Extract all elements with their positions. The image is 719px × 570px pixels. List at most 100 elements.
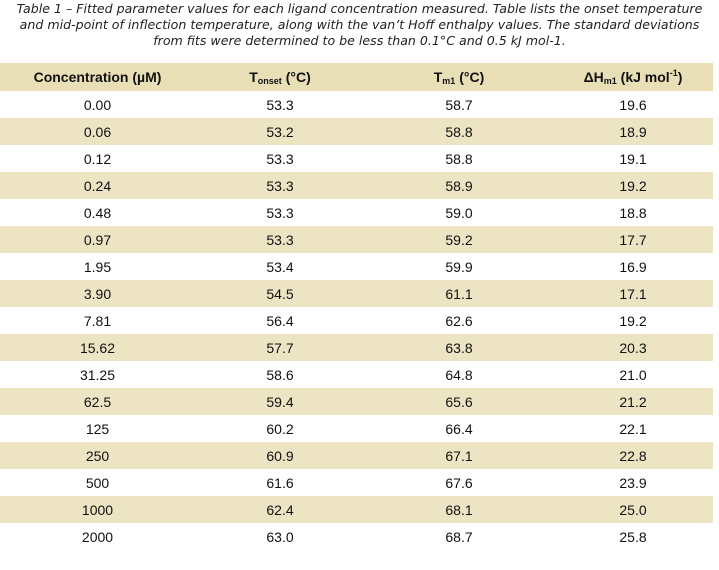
data-table: Concentration (µM) Tonset (°C) Tm1 (°C) … <box>0 63 713 550</box>
cell-tonset: 60.9 <box>266 447 294 464</box>
cell-tonset: 53.3 <box>266 150 294 167</box>
header-tm-subscript: m1 <box>442 75 456 86</box>
cell-enthalpy: 18.8 <box>619 204 647 221</box>
cell-tonset: 57.7 <box>266 339 294 356</box>
header-enthalpy-symbol: ΔH <box>583 69 604 85</box>
cell-enthalpy: 16.9 <box>619 258 647 275</box>
table-row: 31.25 58.6 64.8 21.0 <box>0 361 713 388</box>
cell-tm: 58.9 <box>445 177 473 194</box>
table-row: 250 60.9 67.1 22.8 <box>0 442 713 469</box>
cell-tonset: 54.5 <box>266 285 294 302</box>
cell-tm: 66.4 <box>445 420 473 437</box>
header-enthalpy-subscript: m1 <box>603 76 617 86</box>
cell-enthalpy: 21.0 <box>619 366 647 383</box>
cell-tm: 58.8 <box>445 123 473 140</box>
header-row: Concentration (µM) Tonset (°C) Tm1 (°C) … <box>0 63 713 91</box>
caption-label: Table 1 <box>16 1 62 16</box>
header-tonset-subscript: onset <box>257 75 282 86</box>
header-tonset: Tonset (°C) <box>195 63 365 91</box>
header-enthalpy: ΔHm1 (kJ mol-1) <box>553 63 713 91</box>
cell-tm: 68.1 <box>445 501 473 518</box>
cell-enthalpy: 20.3 <box>619 339 647 356</box>
table-body: 0.00 53.3 58.7 19.6 0.06 53.2 58.8 18.9 0.12 53.3… <box>0 91 713 550</box>
table-row: 1000 62.4 68.1 25.0 <box>0 496 713 523</box>
cell-enthalpy: 17.1 <box>619 285 647 302</box>
table-row: 62.5 59.4 65.6 21.2 <box>0 388 713 415</box>
cell-enthalpy: 22.1 <box>619 420 647 437</box>
cell-tm: 64.8 <box>445 366 473 383</box>
cell-concentration: 62.5 <box>83 393 112 410</box>
cell-tonset: 53.3 <box>266 96 294 113</box>
cell-concentration: 7.81 <box>83 312 112 329</box>
cell-concentration: 3.90 <box>83 285 112 302</box>
cell-tm: 63.8 <box>445 339 473 356</box>
cell-concentration: 0.12 <box>83 150 112 167</box>
cell-tm: 59.0 <box>445 204 473 221</box>
cell-concentration: 2000 <box>81 528 114 545</box>
header-enthalpy-unit: (kJ mol <box>616 69 670 85</box>
cell-concentration: 0.48 <box>83 204 112 221</box>
table-row: 125 60.2 66.4 22.1 <box>0 415 713 442</box>
table-row: 7.81 56.4 62.6 19.2 <box>0 307 713 334</box>
cell-concentration: 31.25 <box>79 366 116 383</box>
header-concentration-label: Concentration (µM) <box>33 69 162 85</box>
cell-tonset: 53.4 <box>266 258 294 275</box>
table-row: 500 61.6 67.6 23.9 <box>0 469 713 496</box>
header-enthalpy-superscript: -1 <box>669 68 678 78</box>
cell-tonset: 62.4 <box>266 501 294 518</box>
cell-tonset: 53.3 <box>266 231 294 248</box>
cell-tm: 67.6 <box>445 474 473 491</box>
cell-enthalpy: 21.2 <box>619 393 647 410</box>
cell-tm: 62.6 <box>445 312 473 329</box>
cell-enthalpy: 22.8 <box>619 447 647 464</box>
cell-tonset: 61.6 <box>266 474 294 491</box>
cell-tm: 67.1 <box>445 447 473 464</box>
header-tm-symbol: T <box>433 68 443 85</box>
header-enthalpy-close: ) <box>677 69 683 85</box>
cell-enthalpy: 18.9 <box>619 123 647 140</box>
cell-tonset: 53.3 <box>266 177 294 194</box>
cell-tm: 68.7 <box>445 528 473 545</box>
cell-concentration: 1.95 <box>83 258 112 275</box>
cell-tm: 59.9 <box>445 258 473 275</box>
header-tm: Tm1 (°C) <box>365 63 553 91</box>
cell-tonset: 60.2 <box>266 420 294 437</box>
cell-concentration: 500 <box>85 474 110 491</box>
cell-enthalpy: 19.2 <box>619 312 647 329</box>
table-row: 0.12 53.3 58.8 19.1 <box>0 145 713 172</box>
cell-concentration: 250 <box>85 447 110 464</box>
cell-enthalpy: 19.2 <box>619 177 647 194</box>
cell-concentration: 15.62 <box>79 339 116 356</box>
cell-tm: 61.1 <box>445 285 473 302</box>
table-row: 0.97 53.3 59.2 17.7 <box>0 226 713 253</box>
cell-enthalpy: 19.6 <box>619 96 647 113</box>
cell-tonset: 53.2 <box>266 123 294 140</box>
cell-concentration: 1000 <box>81 501 114 518</box>
cell-tonset: 53.3 <box>266 204 294 221</box>
cell-concentration: 0.00 <box>83 96 112 113</box>
table-row: 1.95 53.4 59.9 16.9 <box>0 253 713 280</box>
table-row: 2000 63.0 68.7 25.8 <box>0 523 713 550</box>
table-row: 0.24 53.3 58.9 19.2 <box>0 172 713 199</box>
cell-enthalpy: 17.7 <box>619 231 647 248</box>
header-concentration: Concentration (µM) <box>0 63 195 91</box>
cell-concentration: 0.24 <box>83 177 112 194</box>
table-row: 3.90 54.5 61.1 17.1 <box>0 280 713 307</box>
cell-tm: 58.7 <box>445 96 473 113</box>
cell-concentration: 0.06 <box>83 123 112 140</box>
cell-enthalpy: 19.1 <box>619 150 647 167</box>
cell-enthalpy: 25.0 <box>619 501 647 518</box>
table-caption: Table 1 – Fitted parameter values for ea… <box>10 0 710 49</box>
header-tonset-symbol: T <box>249 68 258 85</box>
cell-tonset: 63.0 <box>266 528 294 545</box>
cell-tonset: 59.4 <box>266 393 294 410</box>
cell-concentration: 125 <box>85 420 110 437</box>
cell-concentration: 0.97 <box>83 231 112 248</box>
cell-tm: 59.2 <box>445 231 473 248</box>
table-row: 0.48 53.3 59.0 18.8 <box>0 199 713 226</box>
cell-enthalpy: 23.9 <box>619 474 647 491</box>
table-row: 0.00 53.3 58.7 19.6 <box>0 91 713 118</box>
cell-enthalpy: 25.8 <box>619 528 647 545</box>
header-tm-unit: (°C) <box>455 68 485 85</box>
cell-tonset: 56.4 <box>266 312 294 329</box>
